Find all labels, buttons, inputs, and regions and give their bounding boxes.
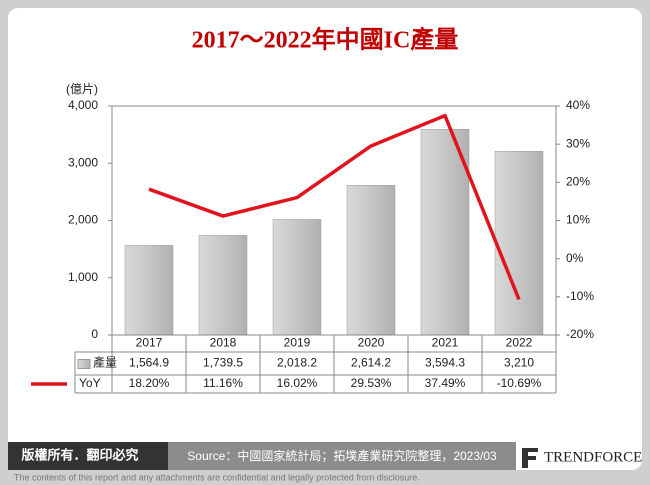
card (8, 8, 642, 470)
data-label: 2,614.2 (351, 356, 391, 370)
line (148, 113, 521, 301)
x-tick-label: 2021 (432, 336, 459, 350)
bar (198, 235, 248, 336)
data-label: 1,564.9 (129, 356, 169, 370)
x-tick-label: 2019 (284, 336, 311, 350)
bar (494, 150, 544, 336)
y-tick-label: 0 (91, 327, 98, 341)
y2-tick-label: 20% (566, 175, 590, 189)
y2-tick-label: 0% (566, 251, 584, 265)
y-tick-label: 1,000 (68, 270, 98, 284)
y2-tick-label: 10% (566, 213, 590, 227)
logo-icon (522, 448, 538, 468)
legend-label: YoY (79, 376, 101, 390)
source-box (168, 442, 516, 470)
data-label: 37.49% (425, 376, 466, 390)
x-tick-label: 2017 (136, 336, 163, 350)
data-label: 18.20% (129, 376, 170, 390)
data-label: 2,018.2 (277, 356, 317, 370)
rights-box (8, 442, 168, 470)
x-tick-label: 2022 (506, 336, 533, 350)
data-label: 11.16% (203, 376, 243, 390)
x-tick-label: 2018 (210, 336, 237, 350)
data-label: 29.53% (351, 376, 392, 390)
data-label: 3,594.3 (425, 356, 465, 370)
y2-tick-label: -20% (566, 327, 594, 341)
y2-tick-label: 30% (566, 136, 590, 150)
legend-label: 產量 (93, 355, 117, 370)
brand: TRENDFORCE (544, 449, 642, 465)
bar (272, 219, 322, 336)
y-axis-label: (億片) (66, 82, 98, 96)
x-tick-label: 2020 (358, 336, 385, 350)
chart-title: 2017～2022年中國IC產量 (192, 26, 459, 54)
y-tick-label: 3,000 (68, 155, 98, 169)
data-label: -10.69% (497, 376, 542, 390)
rights: 版權所有．翻印必究 (21, 447, 138, 462)
bar (124, 245, 174, 336)
y-tick-label: 4,000 (68, 98, 98, 112)
disclaimer: The contents of this report and any atta… (14, 472, 420, 482)
data-label: 1,739.5 (203, 356, 243, 370)
bar (346, 185, 396, 336)
y2-tick-label: 40% (566, 98, 590, 112)
source: Source：中國國家統計局；拓墣產業研究院整理，2023/03 (187, 448, 497, 463)
data-label: 16.02% (277, 376, 318, 390)
y-tick-label: 2,000 (68, 213, 98, 227)
legend-swatch (77, 359, 91, 369)
data-label: 3,210 (504, 356, 534, 370)
y2-tick-label: -10% (566, 289, 594, 303)
